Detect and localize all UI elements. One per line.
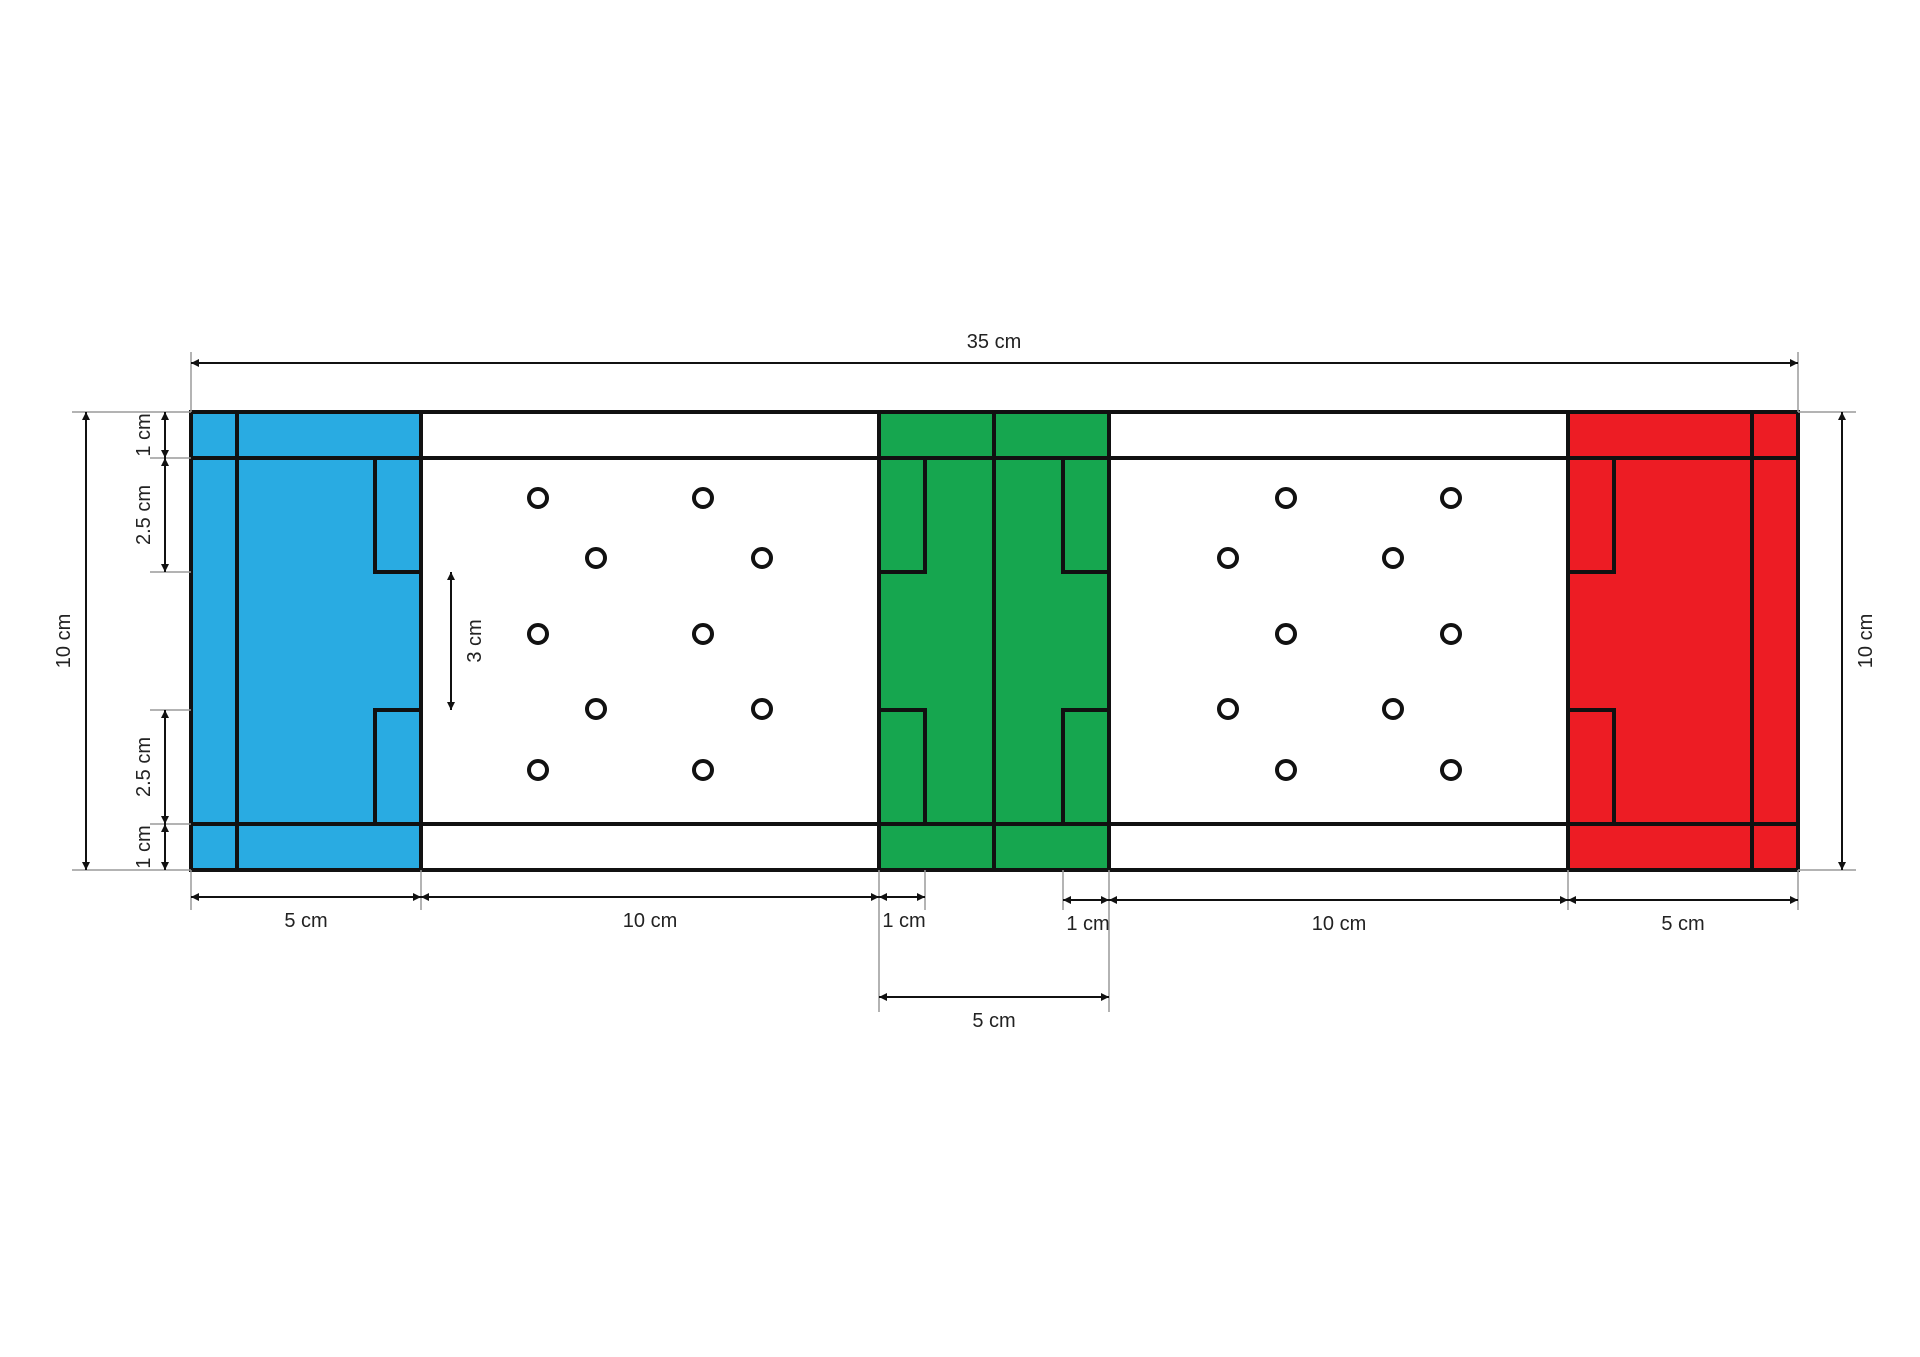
label-center-right-tab: 1 cm [1066,913,1109,935]
label-height-left: 10 cm [53,614,75,668]
hole [585,547,607,569]
label-bottom-margin: 1 cm [133,825,155,868]
left-hole-pattern [527,487,773,781]
label-top-margin: 1 cm [133,413,155,456]
hole [1217,547,1239,569]
hole [692,487,714,509]
label-total-width: 35 cm [967,331,1021,353]
hole [1440,623,1462,645]
label-right-middle: 10 cm [1312,913,1366,935]
hole [692,623,714,645]
hole [751,698,773,720]
hole [527,759,549,781]
hole [1275,759,1297,781]
dimension-lines [82,359,1846,1001]
hole [585,698,607,720]
label-right-end: 5 cm [1661,913,1704,935]
right-red-panel [1568,412,1798,870]
hole [1275,487,1297,509]
hole [1440,759,1462,781]
fold-lines [235,412,1754,870]
hole [751,547,773,569]
hole [1382,698,1404,720]
center-panel-tabs [879,458,1109,824]
hole [1217,698,1239,720]
label-upper-tab: 2.5 cm [133,485,155,545]
label-tab-gap: 3 cm [464,619,486,662]
label-left-end: 5 cm [284,910,327,932]
label-left-middle: 10 cm [623,910,677,932]
hole [527,623,549,645]
label-center-left-tab: 1 cm [882,910,925,932]
hole [1440,487,1462,509]
left-blue-panel [191,412,421,870]
label-center-width: 5 cm [972,1010,1015,1032]
right-panel-tabs [1568,458,1616,824]
hole [1275,623,1297,645]
label-height-right: 10 cm [1855,614,1877,668]
hole [527,487,549,509]
left-panel-tabs [373,458,421,824]
hole [692,759,714,781]
hole [1382,547,1404,569]
right-hole-pattern [1217,487,1462,781]
label-lower-tab: 2.5 cm [133,737,155,797]
